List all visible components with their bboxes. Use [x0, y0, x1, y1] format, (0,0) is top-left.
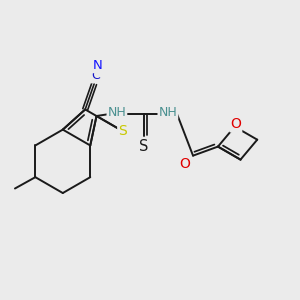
Text: O: O — [180, 157, 190, 171]
Text: NH: NH — [158, 106, 177, 119]
Text: S: S — [140, 139, 149, 154]
Text: N: N — [93, 59, 102, 72]
Text: S: S — [118, 124, 127, 138]
Text: C: C — [91, 69, 100, 82]
Text: NH: NH — [107, 106, 126, 119]
Text: O: O — [230, 117, 241, 131]
